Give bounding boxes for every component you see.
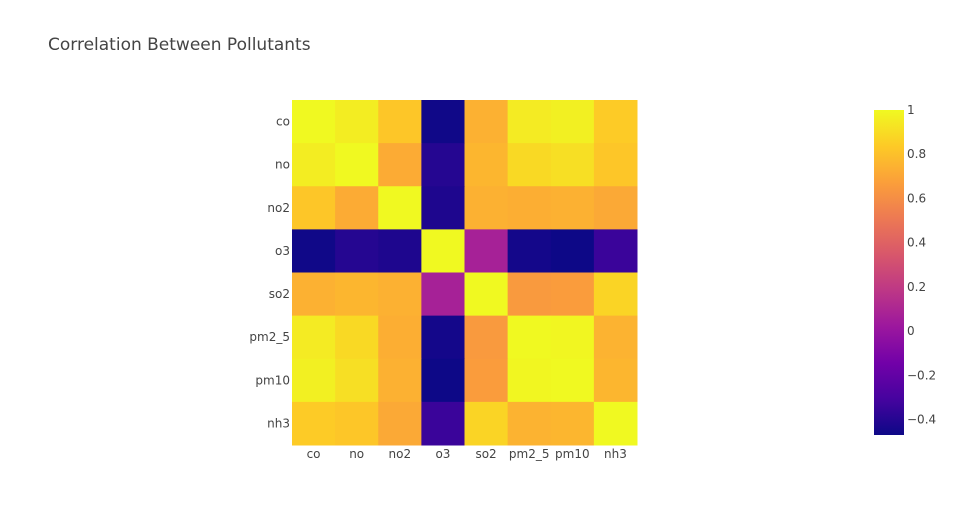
heatmap-cell-no-pm10 bbox=[550, 143, 595, 187]
heatmap-cell-co-pm10 bbox=[550, 100, 595, 144]
heatmap-cell-so2-o3 bbox=[421, 272, 465, 317]
heatmap-cell-no-nh3 bbox=[593, 143, 638, 187]
heatmap-cell-no2-pm2_5 bbox=[507, 186, 552, 230]
heatmap-cell-o3-no bbox=[335, 229, 379, 273]
colorbar-tick-label: 0.4 bbox=[907, 236, 926, 250]
heatmap-cells bbox=[292, 100, 638, 446]
heatmap-cell-o3-pm2_5 bbox=[507, 229, 552, 273]
heatmap-cell-pm10-no2 bbox=[378, 358, 422, 403]
heatmap-cell-pm2_5-so2 bbox=[464, 315, 509, 360]
heatmap-cell-no-o3 bbox=[421, 143, 465, 187]
heatmap-cell-co-no bbox=[335, 100, 379, 144]
heatmap-cell-so2-no2 bbox=[378, 272, 422, 317]
heatmap-cell-co-o3 bbox=[421, 100, 465, 144]
heatmap-cell-no-pm2_5 bbox=[507, 143, 552, 187]
heatmap-cell-pm2_5-nh3 bbox=[593, 315, 638, 360]
heatmap-cell-so2-so2 bbox=[464, 272, 509, 317]
heatmap-cell-no2-so2 bbox=[464, 186, 509, 230]
y-tick-label: no bbox=[275, 158, 290, 172]
colorbar-tick-label: −0.2 bbox=[907, 368, 936, 382]
heatmap-cell-o3-pm10 bbox=[550, 229, 595, 273]
x-tick-label: so2 bbox=[475, 447, 496, 461]
x-tick-label: o3 bbox=[435, 447, 450, 461]
heatmap-cell-nh3-co bbox=[292, 401, 336, 446]
heatmap-cell-no-no2 bbox=[378, 143, 422, 187]
y-tick-label: co bbox=[276, 115, 290, 129]
heatmap-cell-no2-nh3 bbox=[593, 186, 638, 230]
heatmap-cell-pm10-o3 bbox=[421, 358, 465, 403]
colorbar-tick-label: 0 bbox=[907, 324, 915, 338]
colorbar-ticks: 1 0.8 0.6 0.4 0.2 0 −0.2 −0.4 bbox=[907, 103, 936, 427]
heatmap-cell-pm2_5-o3 bbox=[421, 315, 465, 360]
heatmap-cell-o3-nh3 bbox=[593, 229, 638, 273]
x-tick-label: co bbox=[307, 447, 321, 461]
chart-title: Correlation Between Pollutants bbox=[48, 35, 311, 55]
heatmap-cell-no-no bbox=[335, 143, 379, 187]
heatmap-cell-no2-no2 bbox=[378, 186, 422, 230]
heatmap-cell-nh3-pm2_5 bbox=[507, 401, 552, 446]
colorbar-tick-label: 0.6 bbox=[907, 191, 926, 205]
heatmap-cell-o3-so2 bbox=[464, 229, 509, 273]
heatmap-cell-no-so2 bbox=[464, 143, 509, 187]
heatmap-cell-pm10-pm2_5 bbox=[507, 358, 552, 403]
heatmap-cell-so2-pm10 bbox=[550, 272, 595, 317]
heatmap-cell-nh3-no2 bbox=[378, 401, 422, 446]
y-tick-label: nh3 bbox=[267, 416, 290, 430]
colorbar-tick-label: −0.4 bbox=[907, 413, 936, 427]
x-tick-label: nh3 bbox=[604, 447, 627, 461]
heatmap-cell-pm10-pm10 bbox=[550, 358, 595, 403]
heatmap-cell-nh3-o3 bbox=[421, 401, 465, 446]
x-tick-label: no bbox=[349, 447, 364, 461]
x-tick-label: pm10 bbox=[555, 447, 590, 461]
heatmap-cell-nh3-nh3 bbox=[593, 401, 638, 446]
heatmap-cell-no2-co bbox=[292, 186, 336, 230]
heatmap-cell-pm2_5-pm2_5 bbox=[507, 315, 552, 360]
heatmap-cell-pm2_5-no2 bbox=[378, 315, 422, 360]
heatmap-cell-co-so2 bbox=[464, 100, 509, 144]
heatmap-cell-pm10-no bbox=[335, 358, 379, 403]
heatmap-cell-nh3-no bbox=[335, 401, 379, 446]
heatmap-cell-nh3-so2 bbox=[464, 401, 509, 446]
colorbar bbox=[874, 110, 904, 435]
y-tick-label: o3 bbox=[275, 244, 290, 258]
heatmap-cell-co-co bbox=[292, 100, 336, 144]
heatmap-cell-so2-nh3 bbox=[593, 272, 638, 317]
y-tick-label: no2 bbox=[267, 201, 290, 215]
y-axis-ticks: co no no2 o3 so2 pm2_5 pm10 nh3 bbox=[249, 115, 290, 431]
heatmap-cell-pm10-so2 bbox=[464, 358, 509, 403]
heatmap-cell-no2-pm10 bbox=[550, 186, 595, 230]
heatmap-cell-co-nh3 bbox=[593, 100, 638, 144]
y-tick-label: pm10 bbox=[255, 373, 290, 387]
heatmap-cell-nh3-pm10 bbox=[550, 401, 595, 446]
x-tick-label: pm2_5 bbox=[509, 447, 550, 461]
heatmap-cell-no2-o3 bbox=[421, 186, 465, 230]
x-tick-label: no2 bbox=[389, 447, 412, 461]
heatmap-cell-no-co bbox=[292, 143, 336, 187]
heatmap-cell-o3-o3 bbox=[421, 229, 465, 273]
y-tick-label: so2 bbox=[269, 287, 290, 301]
heatmap-cell-pm10-co bbox=[292, 358, 336, 403]
heatmap-cell-so2-no bbox=[335, 272, 379, 317]
heatmap-cell-pm2_5-no bbox=[335, 315, 379, 360]
colorbar-tick-label: 0.2 bbox=[907, 280, 926, 294]
heatmap-cell-no2-no bbox=[335, 186, 379, 230]
heatmap-cell-co-pm2_5 bbox=[507, 100, 552, 144]
heatmap-cell-so2-co bbox=[292, 272, 336, 317]
heatmap-cell-o3-no2 bbox=[378, 229, 422, 273]
colorbar-tick-label: 1 bbox=[907, 103, 915, 117]
heatmap-cell-so2-pm2_5 bbox=[507, 272, 552, 317]
heatmap-cell-co-no2 bbox=[378, 100, 422, 144]
heatmap-cell-pm10-nh3 bbox=[593, 358, 638, 403]
heatmap-cell-pm2_5-co bbox=[292, 315, 336, 360]
heatmap-cell-pm2_5-pm10 bbox=[550, 315, 595, 360]
x-axis-ticks: co no no2 o3 so2 pm2_5 pm10 nh3 bbox=[307, 447, 627, 461]
y-tick-label: pm2_5 bbox=[249, 330, 290, 344]
heatmap-cell-o3-co bbox=[292, 229, 336, 273]
colorbar-tick-label: 0.8 bbox=[907, 147, 926, 161]
